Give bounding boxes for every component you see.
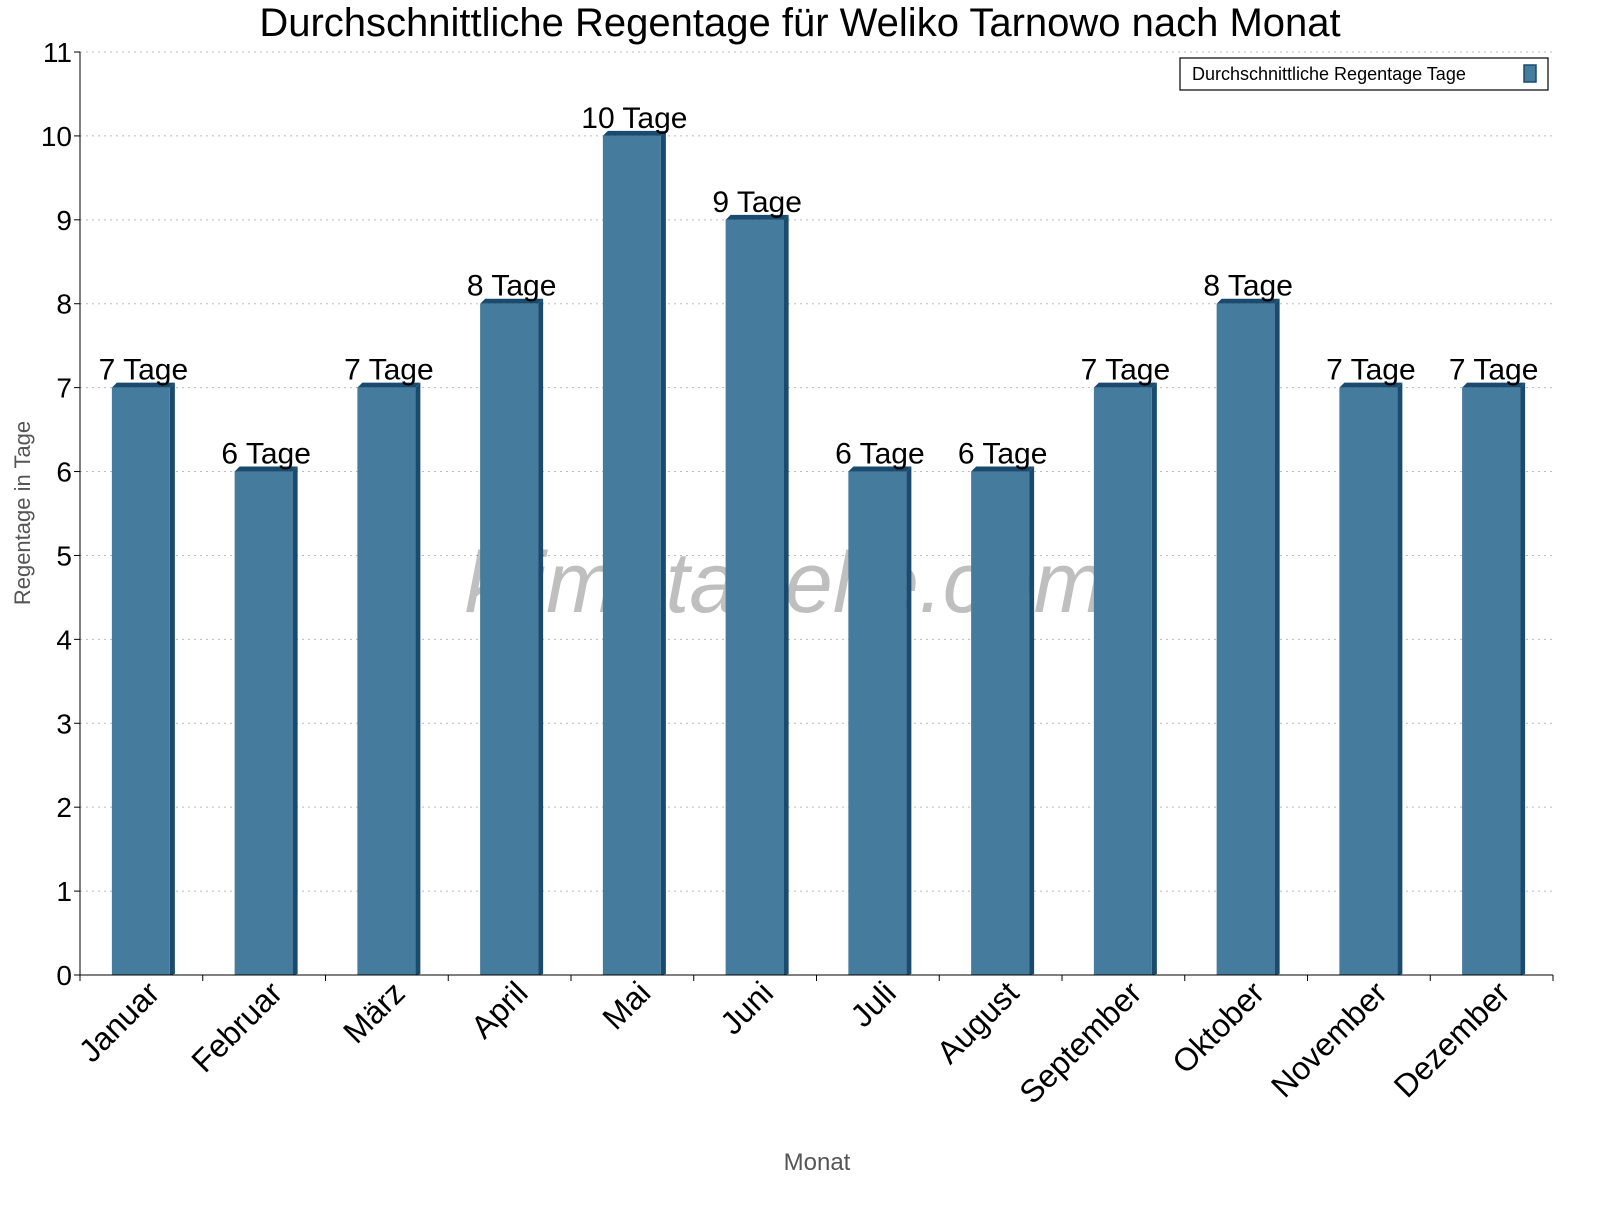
x-tick-label: August xyxy=(930,974,1026,1070)
x-axis-label: Monat xyxy=(784,1149,851,1176)
bar-top xyxy=(848,466,912,472)
data-label: 7 Tage xyxy=(1081,354,1171,387)
legend-swatch xyxy=(1523,64,1537,83)
y-tick-label: 7 xyxy=(56,373,72,404)
bar-side xyxy=(906,466,912,975)
data-label: 8 Tage xyxy=(467,270,557,303)
data-label: 7 Tage xyxy=(344,354,434,387)
x-tick-label: Mai xyxy=(595,974,657,1036)
x-tick-label: Dezember xyxy=(1387,974,1517,1104)
y-tick-label: 2 xyxy=(56,792,72,823)
legend-box xyxy=(1179,57,1549,91)
x-tick-label: September xyxy=(1012,974,1148,1110)
data-label: 10 Tage xyxy=(581,102,687,135)
bar-side xyxy=(1520,382,1526,975)
data-label: 6 Tage xyxy=(958,438,1048,471)
x-tick-label: Januar xyxy=(72,974,167,1069)
bar xyxy=(1339,387,1398,975)
y-tick-label: 6 xyxy=(56,457,72,488)
data-label: 9 Tage xyxy=(712,186,802,219)
bar-top xyxy=(725,214,789,220)
bar-side xyxy=(292,466,298,975)
bar-top xyxy=(1216,298,1280,304)
bar-side xyxy=(1274,298,1280,975)
y-tick-label: 10 xyxy=(41,121,72,152)
y-tick-label: 11 xyxy=(43,37,72,68)
bar-top xyxy=(1339,382,1403,388)
bar-side xyxy=(1029,466,1035,975)
x-tick-label: Juni xyxy=(713,974,780,1041)
bar xyxy=(111,387,170,975)
bar-top xyxy=(1462,382,1526,388)
bar-side xyxy=(1151,382,1157,975)
bar xyxy=(1093,387,1152,975)
data-label: 6 Tage xyxy=(835,438,925,471)
y-tick-label: 1 xyxy=(56,876,72,907)
data-label: 6 Tage xyxy=(221,438,311,471)
x-tick-label: Juli xyxy=(843,974,902,1033)
bar xyxy=(602,135,661,976)
bar xyxy=(480,303,539,975)
bar-side xyxy=(415,382,421,975)
bar xyxy=(725,219,784,975)
x-tick-label: April xyxy=(464,974,535,1045)
bar xyxy=(1462,387,1521,975)
legend-label: Durchschnittliche Regentage Tage xyxy=(1192,64,1466,84)
bar-top xyxy=(480,298,544,304)
bar-top xyxy=(357,382,421,388)
x-tick-label: März xyxy=(336,974,412,1050)
bar-top xyxy=(971,466,1035,472)
x-tick-label: Februar xyxy=(184,974,289,1079)
legend: Durchschnittliche Regentage Tage xyxy=(1179,57,1549,91)
y-axis-label: Regentage in Tage xyxy=(10,421,35,605)
bar-top xyxy=(234,466,298,472)
x-tick-label: November xyxy=(1264,974,1394,1104)
data-label: 8 Tage xyxy=(1203,270,1293,303)
y-tick-label: 5 xyxy=(56,540,72,571)
data-label: 7 Tage xyxy=(99,354,189,387)
bar xyxy=(357,387,416,975)
y-tick-label: 4 xyxy=(56,624,72,655)
bar xyxy=(234,471,293,975)
bar-side xyxy=(1397,382,1403,975)
bar xyxy=(971,471,1030,975)
y-tick-label: 3 xyxy=(56,708,72,739)
bar-side xyxy=(538,298,544,975)
y-tick-label: 9 xyxy=(56,205,72,236)
x-tick-label: Oktober xyxy=(1165,974,1271,1080)
bar-side xyxy=(169,382,175,975)
bar-top xyxy=(602,130,666,136)
y-tick-label: 0 xyxy=(56,960,72,991)
bar xyxy=(848,471,907,975)
bar-top xyxy=(1093,382,1157,388)
chart-title: Durchschnittliche Regentage für Weliko T… xyxy=(259,1,1340,45)
bar-top xyxy=(111,382,175,388)
data-label: 7 Tage xyxy=(1449,354,1539,387)
bar xyxy=(1216,303,1275,975)
y-tick-label: 8 xyxy=(56,289,72,320)
data-label: 7 Tage xyxy=(1326,354,1416,387)
bar-side xyxy=(783,214,789,975)
bar-side xyxy=(660,130,666,976)
